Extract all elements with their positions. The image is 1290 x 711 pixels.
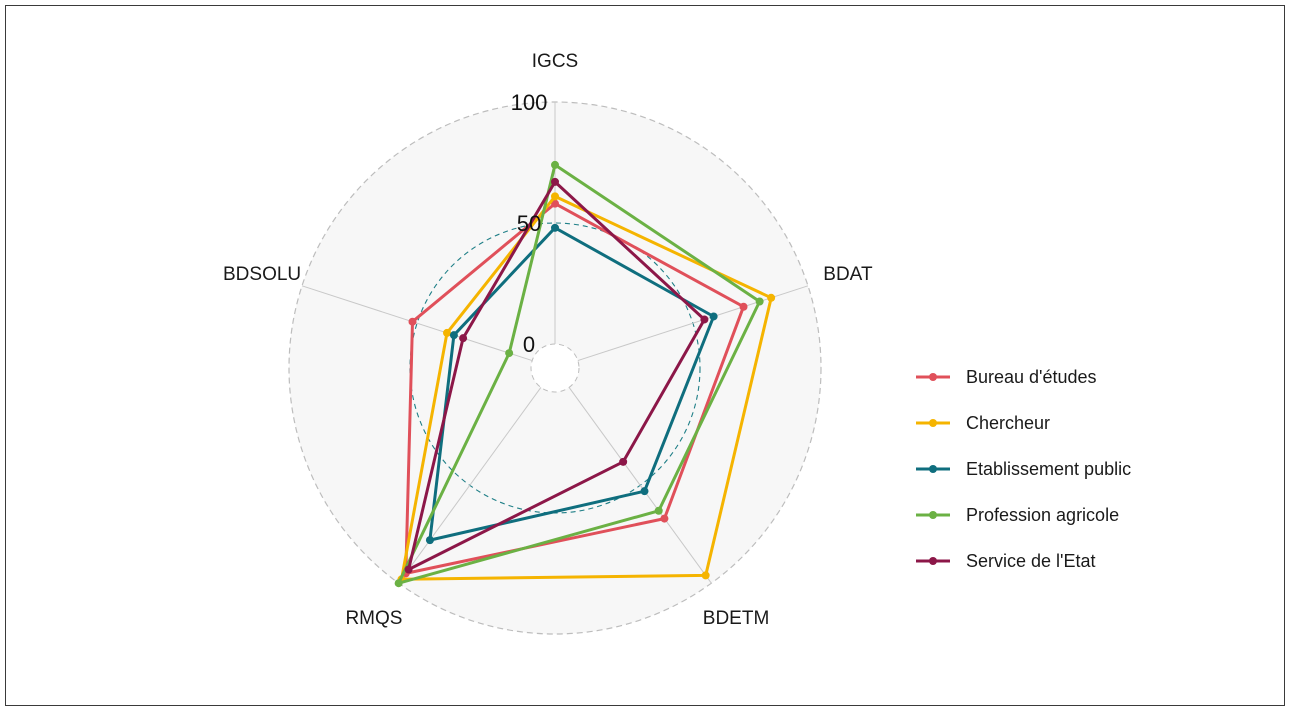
data-point-bureau-d-tudes-igcs [551,199,559,208]
axis-label-igcs: IGCS [532,51,578,72]
axis-line-bdetm [568,387,712,584]
data-point-etablissement-public-rmqs [425,536,434,545]
tick-label-0: 0 [523,332,535,357]
series-line-chercheur [400,194,773,581]
gridline-0 [530,343,580,393]
data-point-profession-agricole-igcs [551,160,559,169]
data-point-profession-agricole-bdetm [654,506,663,515]
data-point-chercheur-bdat [767,293,776,302]
series-line-profession-agricole [397,163,762,585]
data-point-etablissement-public-igcs [551,223,559,232]
tick-label-100: 100 [511,90,548,115]
series-line-service-de-l-etat [407,180,706,571]
data-point-etablissement-public-bdat [709,312,718,321]
radar-labels: 0 50 100 IGCS BDAT BDETM RMQS BDSOLU [223,51,873,629]
axis-label-bdsolu: BDSOLU [223,264,301,285]
radar-series [394,160,776,588]
legend-swatch-point-chercheur [929,419,937,427]
legend-swatch-point-service-de-l-etat [929,557,937,565]
data-point-chercheur-igcs [551,192,559,201]
data-point-service-de-l-etat-bdetm [619,457,628,466]
axis-line-bdsolu [301,285,533,362]
data-point-chercheur-bdetm [701,571,710,580]
chart-frame: 0 50 100 IGCS BDAT BDETM RMQS BDSOLU Bureau d'é… [5,5,1285,706]
data-point-bureau-d-tudes-bdsolu [408,317,417,326]
data-point-profession-agricole-bdat [755,297,764,306]
axis-label-bdat: BDAT [823,264,873,285]
radar-background [289,102,821,634]
legend-label-profession-agricole: Profession agricole [966,505,1119,525]
data-point-etablissement-public-bdetm [640,487,649,496]
data-point-bureau-d-tudes-bdetm [660,514,669,523]
axis-line-rmqs [398,387,542,584]
legend-swatch-point-profession-agricole [929,511,937,519]
radar-chart: 0 50 100 IGCS BDAT BDETM RMQS BDSOLU Bureau d'é… [223,51,1131,635]
data-point-service-de-l-etat-igcs [551,177,559,186]
legend-label-service-de-l-etat: Service de l'Etat [966,551,1096,571]
data-point-chercheur-bdsolu [443,328,452,337]
legend-label-etablissement-public: Etablissement public [966,459,1131,479]
legend: Bureau d'études Chercheur Etablissement pu… [916,367,1131,571]
legend-label-chercheur: Chercheur [966,413,1050,433]
axis-label-bdetm: BDETM [703,608,770,629]
data-point-bureau-d-tudes-bdat [739,302,748,311]
data-point-service-de-l-etat-bdat [700,315,709,324]
legend-label-bureau-d-tudes: Bureau d'études [966,367,1097,387]
legend-swatch-point-etablissement-public [929,465,937,473]
tick-label-50: 50 [517,211,541,236]
axis-label-rmqs: RMQS [345,608,402,629]
data-point-profession-agricole-rmqs [394,579,403,588]
data-point-profession-agricole-bdsolu [505,349,514,358]
data-point-etablissement-public-bdsolu [449,331,458,340]
data-point-service-de-l-etat-rmqs [404,565,413,574]
data-point-service-de-l-etat-bdsolu [459,334,468,343]
legend-swatch-point-bureau-d-tudes [929,373,937,381]
